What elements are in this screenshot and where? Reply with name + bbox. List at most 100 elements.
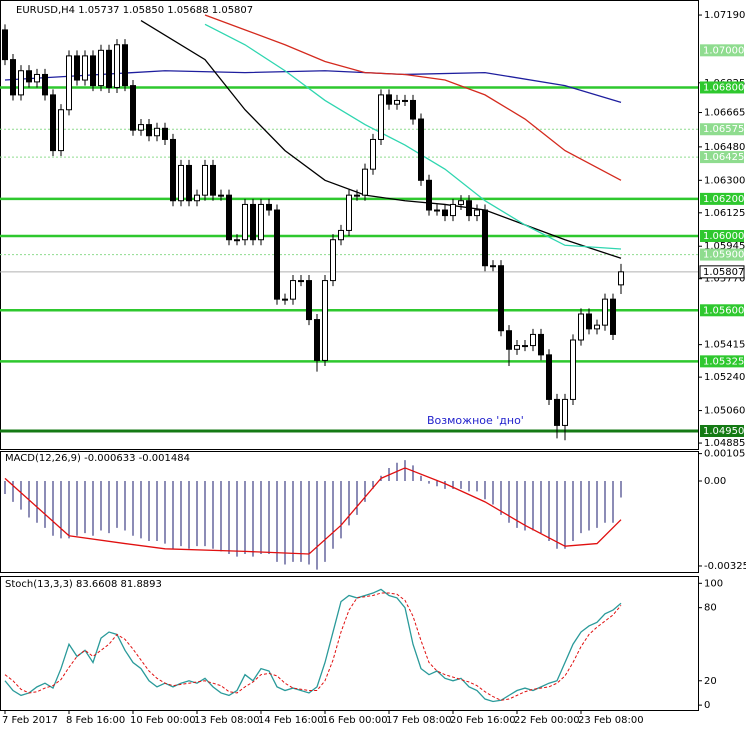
candle-body: [186, 164, 192, 202]
indicator-line: [4, 588, 622, 703]
candle-body: [394, 99, 400, 105]
candle-body: [2, 29, 8, 61]
candle-body: [546, 354, 552, 400]
annotation: Возможное 'дно': [427, 414, 524, 427]
candle-body: [98, 49, 104, 87]
x-tick-label: 8 Feb 16:00: [66, 715, 125, 726]
y-tick-label: 1.06665: [704, 108, 745, 119]
candle-body: [162, 127, 168, 140]
candle-body: [18, 70, 24, 96]
candle-body: [370, 138, 376, 170]
candle-body: [146, 124, 152, 137]
candle-body: [258, 203, 264, 241]
level-label-box: [700, 151, 744, 164]
candle-body: [442, 209, 448, 217]
level-label: 1.06575: [703, 124, 744, 135]
candle-body: [594, 324, 600, 330]
candle-body: [346, 194, 352, 231]
candle-body: [202, 164, 208, 196]
candle-body: [138, 124, 144, 131]
candle-body: [210, 164, 216, 196]
indicator-title: MACD(12,26,9) -0.000633 -0.001484: [5, 453, 190, 464]
level-label-box: [700, 304, 744, 317]
candle-body: [106, 49, 112, 88]
level-label-box: [700, 123, 744, 136]
candle-body: [482, 209, 488, 267]
y-tick-label: 1.05415: [704, 340, 745, 351]
level-label: 1.04950: [703, 426, 744, 437]
candle-body: [42, 73, 48, 96]
x-tick-label: 17 Feb 08:00: [386, 715, 452, 726]
y-tick-label: -0.003259: [704, 561, 746, 572]
candle-body: [122, 44, 128, 87]
candle-body: [266, 203, 272, 211]
candle-body: [242, 203, 248, 241]
candle-body: [522, 345, 528, 348]
indicator-line: [140, 20, 622, 259]
level-label-box: [700, 248, 744, 261]
level-label: 1.06200: [703, 194, 744, 205]
candle-body: [178, 164, 184, 202]
indicator-line: [204, 14, 622, 181]
level-label: 1.07000: [703, 45, 744, 56]
y-tick-label: 80: [704, 603, 717, 614]
candle-body: [586, 313, 592, 330]
candle-body: [450, 203, 456, 217]
y-tick-label: 1.05770: [704, 274, 745, 285]
candle-body: [330, 239, 336, 282]
y-tick-label: 1.05240: [704, 372, 745, 383]
level-label-box: [700, 81, 744, 94]
level-label-box: [700, 44, 744, 57]
candle-body: [538, 333, 544, 356]
candle-body: [618, 271, 624, 286]
candle-body: [66, 55, 72, 111]
level-label: 1.06425: [703, 152, 744, 163]
candle-body: [90, 55, 96, 87]
x-tick-label: 23 Feb 08:00: [578, 715, 644, 726]
candle-body: [58, 109, 64, 152]
candle-body: [610, 298, 616, 335]
candle-body: [226, 194, 232, 241]
candle-body: [170, 138, 176, 202]
candle-body: [74, 55, 80, 81]
indicator-line: [4, 467, 622, 555]
y-tick-label: 0: [704, 700, 710, 711]
candle-body: [50, 94, 56, 152]
candle-body: [194, 194, 200, 202]
candle-body: [554, 398, 560, 426]
candle-body: [490, 265, 496, 268]
candle-body: [362, 168, 368, 196]
indicator-line: [204, 23, 622, 250]
level-label-box: [700, 230, 744, 243]
candle-body: [514, 345, 520, 350]
candle-body: [322, 280, 328, 361]
x-tick-label: 7 Feb 2017: [2, 715, 58, 726]
level-label-box: [700, 192, 744, 205]
y-tick-label: 1.06300: [704, 175, 745, 186]
level-label: 1.05900: [703, 250, 744, 261]
candle-body: [114, 44, 120, 88]
candle-body: [578, 313, 584, 341]
candle-body: [570, 339, 576, 400]
level-label-box: [700, 424, 744, 437]
candle-body: [474, 209, 480, 217]
x-tick-label: 10 Feb 00:00: [130, 715, 196, 726]
panel-frame: [0, 451, 699, 573]
panel-frame: [0, 0, 699, 450]
y-tick-label: 1.04885: [704, 438, 745, 449]
y-tick-label: 100: [704, 578, 723, 589]
candle-body: [250, 203, 256, 241]
candle-body: [562, 398, 568, 426]
candle-body: [282, 298, 288, 301]
candle-body: [82, 55, 88, 81]
candle-body: [306, 280, 312, 321]
candle-body: [130, 85, 136, 131]
candle-body: [530, 333, 536, 347]
x-tick-label: 20 Feb 16:00: [450, 715, 516, 726]
candle-body: [34, 73, 40, 83]
x-tick-label: 14 Feb 16:00: [258, 715, 324, 726]
level-label: 1.06800: [703, 82, 744, 93]
panel-frame: [0, 576, 699, 711]
